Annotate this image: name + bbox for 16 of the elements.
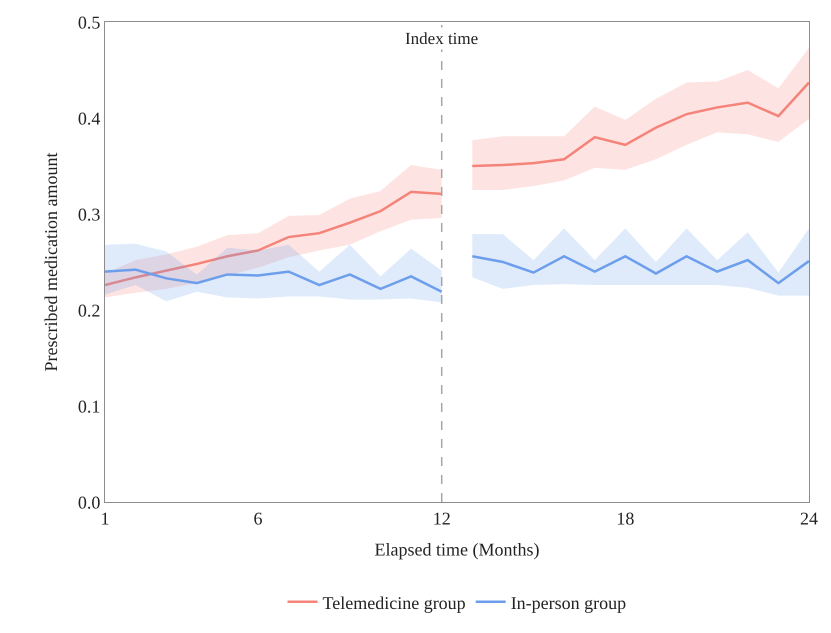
- y-tick-label: 0.2: [78, 300, 100, 320]
- y-tick-label: 0.1: [78, 396, 100, 416]
- x-tick-label: 6: [254, 508, 263, 529]
- x-tick-label: 12: [432, 508, 451, 529]
- y-axis-title: Prescribed medication amount: [41, 152, 62, 372]
- x-tick-label: 1: [100, 508, 110, 529]
- legend-label: Telemedicine group: [322, 592, 466, 613]
- x-axis-title: Elapsed time (Months): [374, 540, 540, 560]
- y-tick-label: 0.5: [78, 12, 100, 32]
- y-tick-label: 0.3: [78, 204, 100, 224]
- x-tick-label: 24: [800, 508, 818, 529]
- legend-label: In-person group: [510, 592, 626, 613]
- ref-line-label: Index time: [405, 29, 478, 48]
- y-tick-label: 0.4: [78, 108, 100, 128]
- y-tick-label: 0.0: [78, 492, 100, 512]
- x-tick-label: 18: [616, 508, 634, 529]
